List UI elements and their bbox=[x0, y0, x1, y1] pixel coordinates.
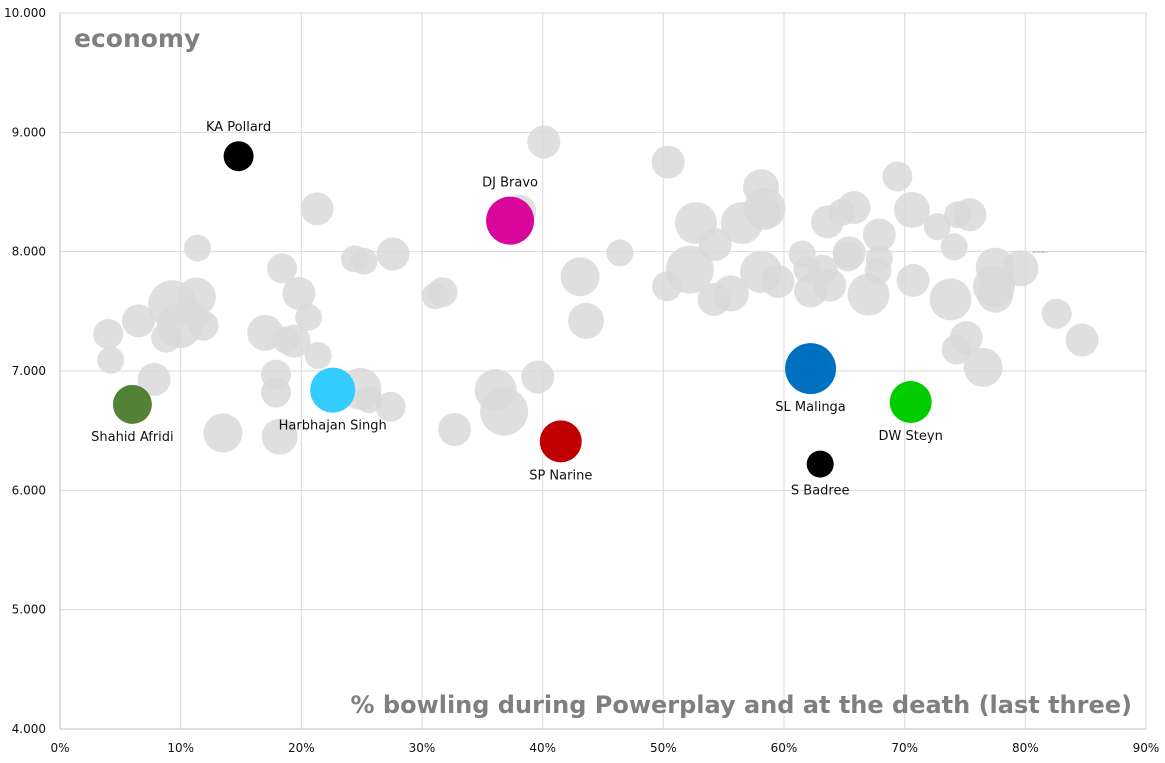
background-bubble bbox=[203, 413, 243, 453]
y-tick-label: 9.000 bbox=[12, 125, 46, 139]
background-bubble bbox=[188, 310, 219, 341]
x-tick-label: 30% bbox=[409, 741, 436, 755]
background-bubble bbox=[521, 360, 555, 394]
bubble-label: S Badree bbox=[791, 484, 850, 499]
background-bubble bbox=[261, 418, 298, 455]
background-bubble bbox=[977, 276, 1014, 313]
background-bubble bbox=[260, 377, 291, 408]
background-bubble bbox=[923, 213, 951, 241]
background-bubble bbox=[568, 302, 605, 339]
background-bubble bbox=[949, 321, 983, 355]
background-bubble bbox=[712, 275, 749, 312]
chart-title: economy bbox=[74, 24, 200, 53]
y-tick-label: 10.000 bbox=[4, 6, 46, 20]
bubble-label: DJ Bravo bbox=[482, 176, 538, 191]
y-tick-label: 5.000 bbox=[12, 603, 46, 617]
bubble-label: SL Malinga bbox=[775, 400, 846, 415]
background-bubble bbox=[1065, 323, 1099, 357]
bubble-ka-pollard bbox=[223, 141, 254, 172]
background-bubble bbox=[350, 247, 378, 275]
x-tick-label: 60% bbox=[771, 741, 798, 755]
bubble-s-badree bbox=[806, 450, 834, 478]
x-tick-label: 0% bbox=[50, 741, 69, 755]
x-tick-label: 90% bbox=[1133, 741, 1160, 755]
background-bubble bbox=[665, 245, 714, 294]
bubble-label: Shahid Afridi bbox=[91, 430, 174, 445]
x-tick-label: 70% bbox=[891, 741, 918, 755]
background-bubble bbox=[480, 387, 529, 436]
bubble-dw-steyn bbox=[889, 381, 932, 424]
background-bubble bbox=[865, 245, 893, 273]
x-axis-title: % bowling during Powerplay and at the de… bbox=[350, 691, 1132, 719]
background-bubble bbox=[837, 191, 871, 225]
y-tick-label: 7.000 bbox=[12, 364, 46, 378]
background-bubble bbox=[137, 362, 171, 396]
background-bubble bbox=[375, 391, 406, 422]
bubble-harbhajan-singh bbox=[310, 367, 356, 413]
x-tick-label: 80% bbox=[1012, 741, 1039, 755]
bubble-dj-bravo bbox=[486, 196, 535, 245]
x-tick-label: 50% bbox=[650, 741, 677, 755]
background-bubble bbox=[940, 233, 968, 261]
background-bubble bbox=[761, 265, 795, 298]
background-bubble bbox=[750, 197, 781, 228]
y-tick-label: 8.000 bbox=[12, 245, 46, 259]
background-bubble bbox=[267, 253, 298, 284]
bubble-labels: KA Pollard DJ Bravo Shahid Afridi Harbhajan… bbox=[91, 120, 943, 498]
background-bubble bbox=[963, 347, 1003, 387]
background-bubble bbox=[97, 346, 125, 374]
background-bubble bbox=[527, 125, 561, 159]
axes: 0% 10% 20% 30% 40% 50% 60% 70% 80% 90% 4.000 5.000 6… bbox=[4, 6, 1159, 755]
background-bubble bbox=[304, 341, 332, 369]
bubble-shahid-afridi bbox=[112, 384, 152, 424]
background-bubble bbox=[184, 234, 212, 262]
background-bubble bbox=[1002, 250, 1039, 287]
background-bubble bbox=[282, 276, 316, 310]
background-bubble bbox=[438, 412, 472, 446]
x-tick-label: 10% bbox=[167, 741, 194, 755]
background-bubble bbox=[698, 228, 732, 262]
background-bubble bbox=[121, 304, 155, 338]
bubble-label: DW Steyn bbox=[879, 429, 943, 444]
x-tick-label: 20% bbox=[288, 741, 315, 755]
background-bubble bbox=[882, 161, 913, 192]
background-bubble bbox=[606, 239, 634, 267]
background-bubble bbox=[277, 324, 311, 358]
background-bubble bbox=[813, 268, 847, 302]
background-bubble bbox=[832, 236, 866, 270]
background-bubble bbox=[560, 257, 600, 297]
background-bubble bbox=[651, 145, 685, 179]
bubble-label: Harbhajan Singh bbox=[279, 419, 387, 434]
bubble-sp-narine bbox=[539, 420, 582, 463]
background-bubble bbox=[300, 192, 334, 226]
background-bubble bbox=[427, 277, 458, 308]
stray-tiny-label: KA Pollard bbox=[1032, 250, 1047, 254]
background-bubble bbox=[862, 218, 896, 252]
background-bubble bbox=[953, 198, 987, 232]
x-tick-label: 40% bbox=[529, 741, 556, 755]
bubble-sl-malinga bbox=[785, 343, 837, 395]
background-bubble bbox=[1041, 298, 1072, 329]
background-bubbles bbox=[93, 125, 1099, 455]
bubble-label: KA Pollard bbox=[206, 120, 271, 135]
background-bubble bbox=[929, 278, 972, 321]
background-bubble bbox=[295, 303, 323, 331]
background-bubble bbox=[896, 263, 930, 297]
background-bubble bbox=[893, 191, 930, 228]
background-bubble bbox=[376, 237, 410, 271]
y-tick-label: 4.000 bbox=[12, 722, 46, 736]
background-bubble bbox=[93, 319, 124, 350]
bubble-label: SP Narine bbox=[529, 468, 592, 483]
highlighted-bubbles bbox=[112, 141, 932, 478]
y-tick-label: 6.000 bbox=[12, 483, 46, 497]
